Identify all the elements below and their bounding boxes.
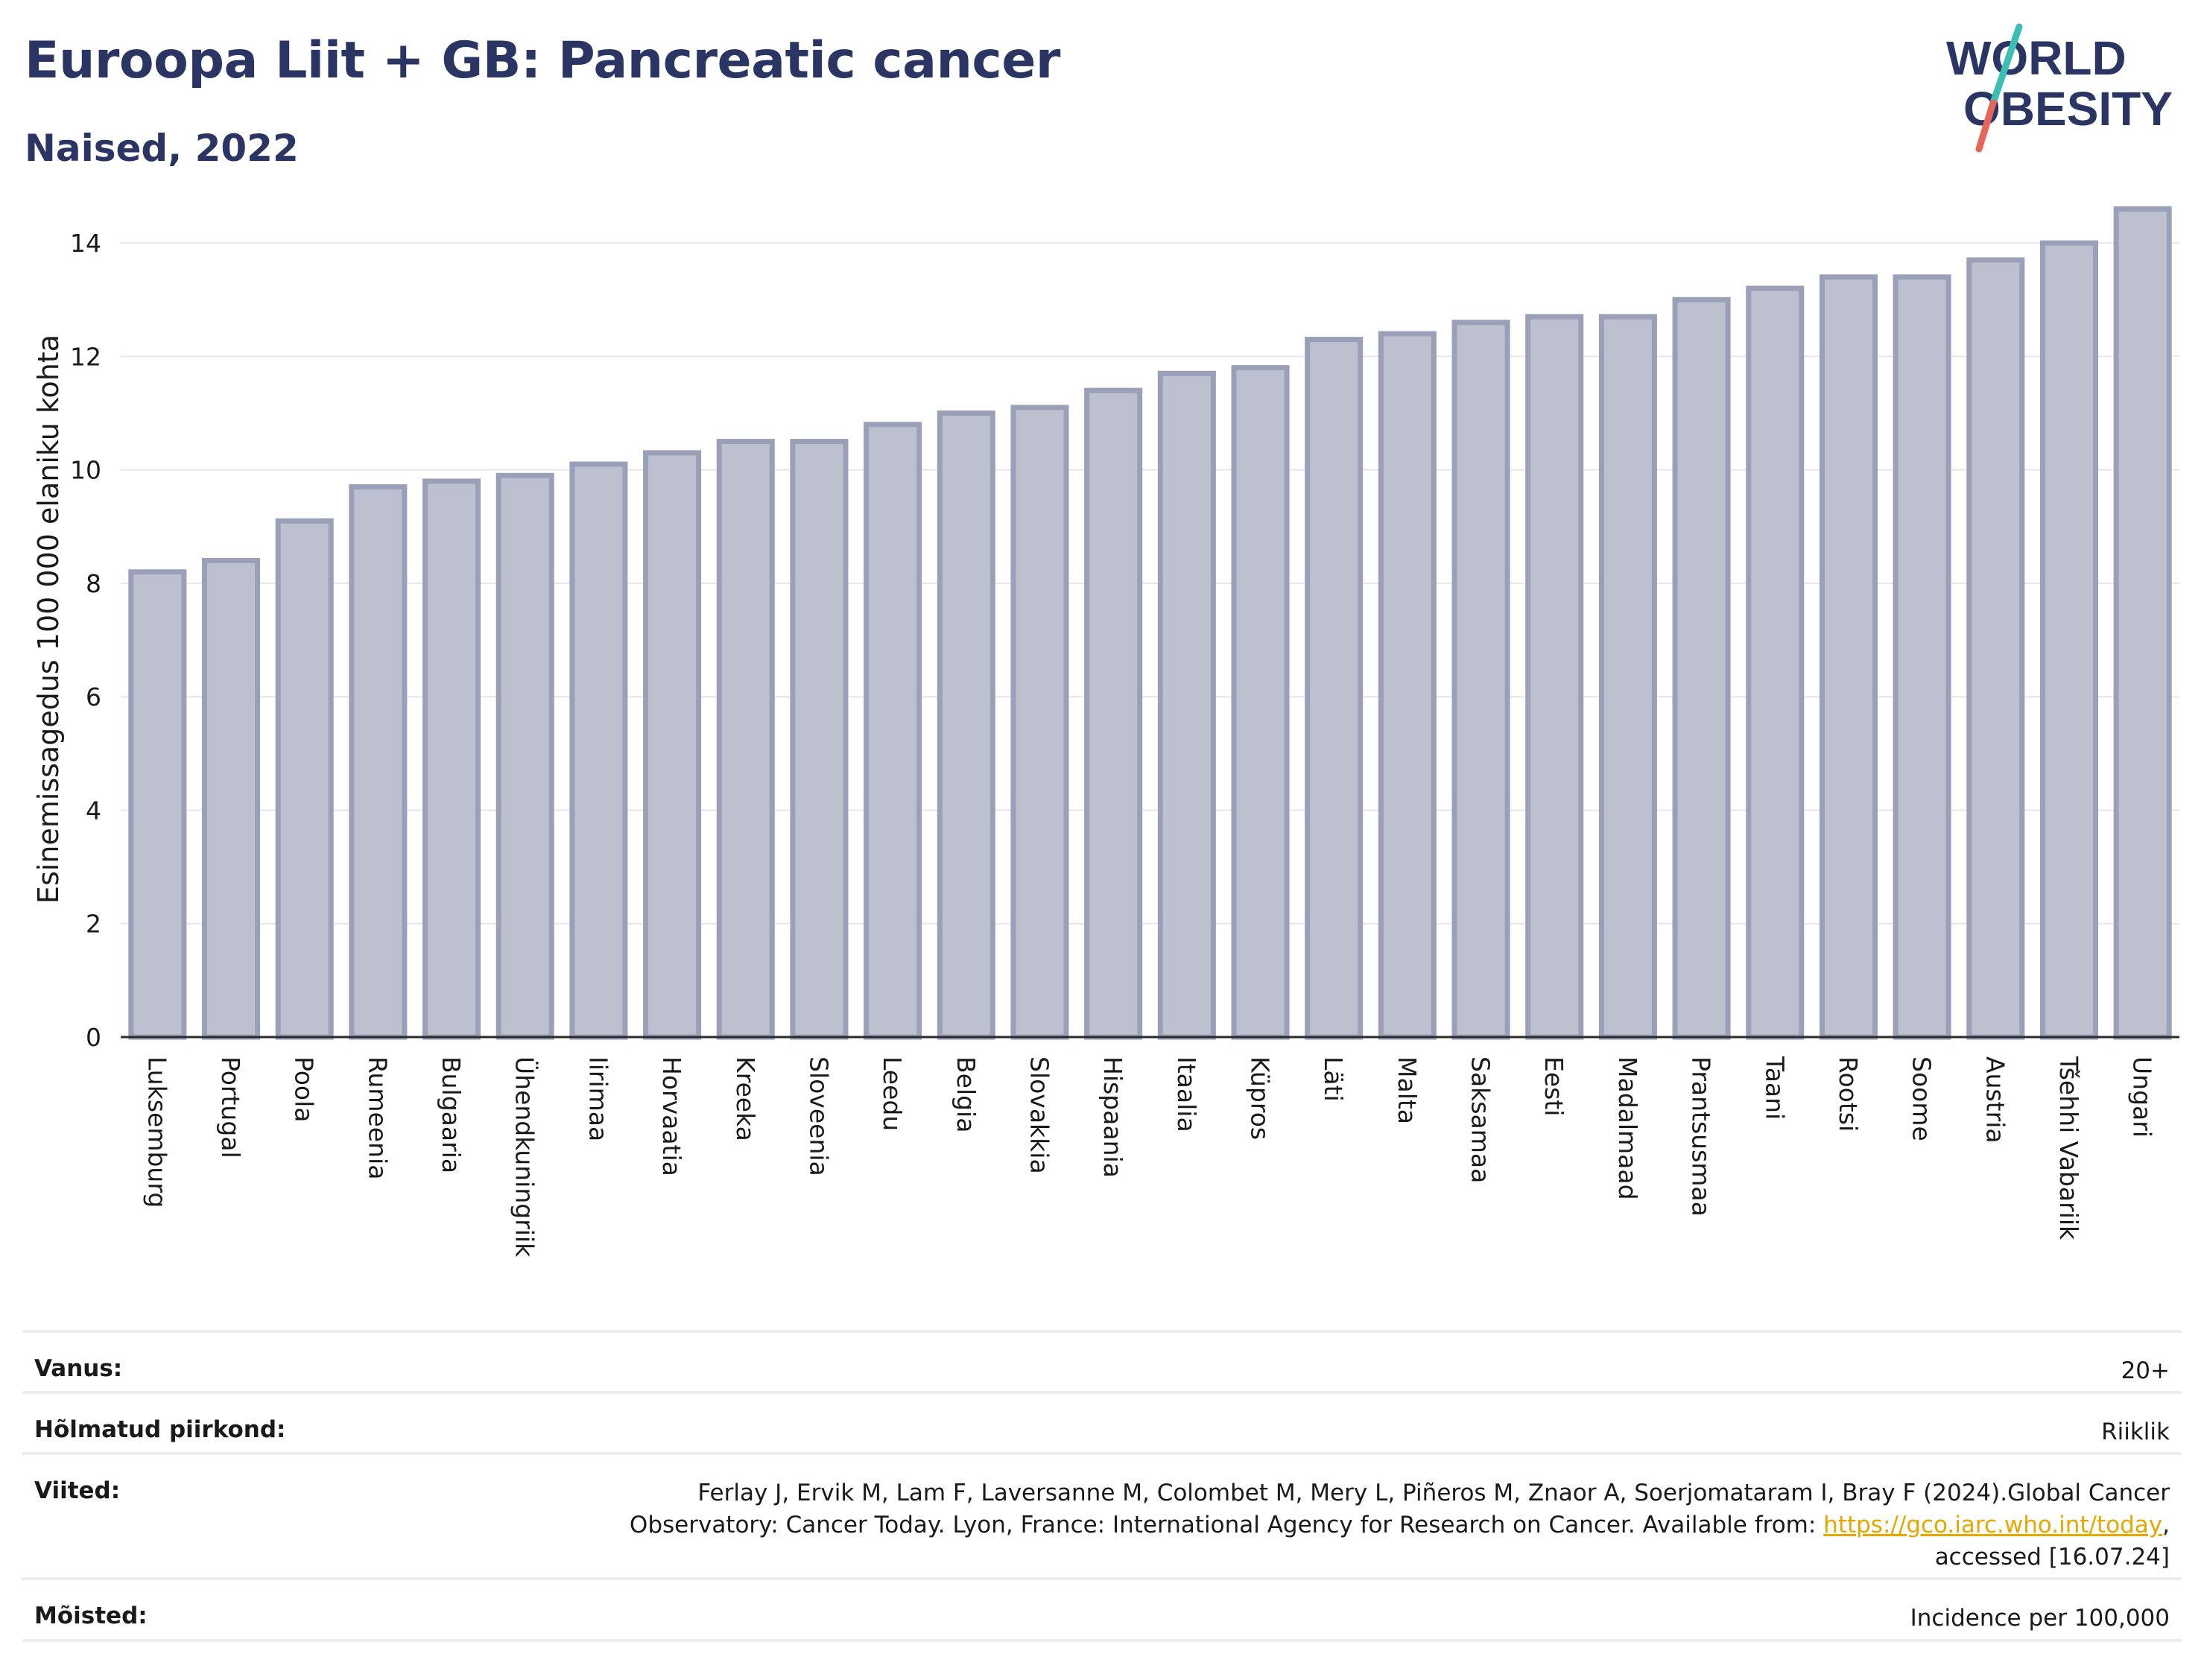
bar [1378,331,1437,1040]
bar [495,472,554,1040]
references-link[interactable]: https://gco.iarc.who.int/today [1823,1512,2163,1538]
definitions-label: Mõisted: [34,1603,148,1629]
info-row-references: Viited: Ferlay J, Ervik M, Lam F, Lavers… [22,1452,2182,1577]
bar [643,450,702,1040]
age-label: Vanus: [34,1355,123,1382]
x-tick-label: Luksemburg [142,1056,171,1208]
bar [1525,314,1584,1040]
bar [1672,297,1731,1040]
x-tick-label: Iirimaa [583,1056,612,1141]
bar [569,461,628,1040]
logo-slash-top [1989,23,2023,107]
logo-slash-bottom [1975,99,1997,153]
x-tick-label: Rootsi [1834,1056,1863,1132]
references-line-2: Observatory: Cancer Today. Lyon, France:… [629,1512,2170,1538]
x-tick-label: Prantsusmaa [1687,1056,1716,1217]
y-tick-label: 12 [70,342,101,371]
bar [1231,365,1290,1040]
bar [937,411,995,1040]
x-tick-label: Saksamaa [1466,1056,1495,1183]
y-tick-label: 4 [86,796,101,825]
info-row-region: Hõlmatud piirkond: Riiklik [22,1391,2182,1452]
bar [864,422,922,1040]
page-title: Euroopa Liit + GB: Pancreatic cancer [25,31,1060,90]
bar [128,569,187,1040]
x-tick-label: Belgia [951,1056,981,1132]
x-tick-label: Läti [1319,1056,1348,1102]
references-line-1: Ferlay J, Ervik M, Lam F, Laversanne M, … [697,1480,2170,1506]
bar-chart: 0 2 4 6 8 10 12 14 Esinemissagedus 100 000 elani… [32,206,2179,1258]
bar [1157,370,1216,1040]
x-tick-label: Austria [1980,1056,2010,1144]
y-tick-label: 14 [70,229,101,258]
x-tick-label: Rumeenia [363,1056,392,1179]
x-tick-label: Eesti [1539,1056,1568,1116]
world-obesity-logo: WORLD OBESITY [1946,23,2173,153]
references-value: Ferlay J, Ervik M, Lam F, Laversanne M, … [630,1477,2170,1573]
x-tick-label: Hispaania [1098,1056,1127,1178]
x-tick-label: Taani [1760,1056,1789,1120]
x-tick-label: Tšehhi Vabariik [2054,1056,2083,1240]
bar [790,439,849,1040]
region-value: Riiklik [2101,1419,2170,1445]
bar [1084,387,1143,1040]
definitions-value: Incidence per 100,000 [1910,1605,2170,1632]
x-tick-label: Horvaatia [657,1056,686,1176]
references-line-3: accessed [16.07.24] [1934,1544,2170,1570]
age-value: 20+ [2121,1357,2170,1384]
info-row-definitions: Mõisted: Incidence per 100,000 [22,1577,2182,1639]
bar [275,518,334,1040]
table-bottom-divider [22,1639,2182,1642]
references-label: Viited: [34,1477,121,1504]
bar [201,557,261,1040]
y-tick-label: 2 [86,910,101,939]
x-tick-label: Slovakkia [1025,1056,1054,1174]
x-tick-label: Soome [1907,1056,1937,1141]
info-row-age: Vanus: 20+ [22,1330,2182,1391]
x-tick-label: Itaalia [1172,1056,1201,1132]
y-tick-label: 6 [86,682,101,711]
x-tick-label: Leedu [878,1056,907,1131]
x-tick-label: Kreeka [731,1056,760,1141]
bar [1451,320,1510,1040]
page-subtitle: Naised, 2022 [25,127,299,170]
bar [1893,274,1951,1040]
bar [349,484,408,1040]
bar [2113,206,2172,1040]
bar [716,439,775,1040]
x-tick-label: Ühendkuningriik [510,1056,540,1258]
y-tick-label: 8 [86,569,101,598]
region-label: Hõlmatud piirkond: [34,1416,286,1443]
bar [1746,285,1805,1040]
logo-text-world: WORLD [1946,31,2127,85]
y-tick-label: 0 [86,1023,101,1052]
x-tick-label: Poola [290,1056,319,1123]
bar [2039,240,2099,1040]
y-axis-title: Esinemissagedus 100 000 elaniku kohta [32,335,65,904]
y-tick-label: 10 [70,456,101,485]
x-tick-label: Sloveenia [804,1056,833,1176]
bar [1598,314,1657,1040]
bar [1010,405,1069,1040]
bar [1305,337,1364,1040]
x-tick-label: Küpros [1246,1056,1275,1140]
x-tick-label: Portugal [216,1056,245,1158]
x-tick-label: Bulgaaria [437,1056,466,1173]
bar [1966,257,2025,1040]
x-tick-label: Malta [1393,1056,1422,1124]
x-tick-label: Madalmaad [1613,1056,1642,1200]
bar [422,478,481,1040]
bar [1819,274,1878,1040]
x-tick-label: Ungari [2128,1056,2157,1138]
